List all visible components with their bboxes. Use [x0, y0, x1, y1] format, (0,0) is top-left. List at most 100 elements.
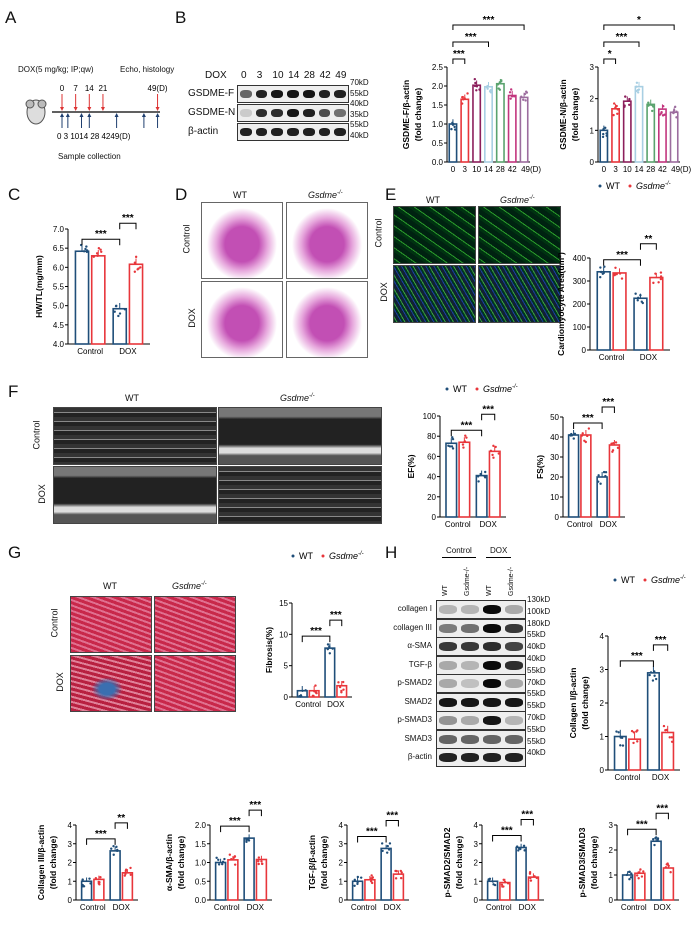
- blot-band: [439, 642, 457, 651]
- ef-y-tick-label: 80: [427, 432, 436, 441]
- cma-sig-label: ***: [616, 250, 628, 261]
- gsdmef-bar: [507, 94, 517, 163]
- gsdmef-data-point: [475, 89, 478, 92]
- psmad3-data-point: [669, 871, 672, 874]
- hwtl-y-tick-label: 4.5: [53, 321, 65, 330]
- col-label-ko: Gsdme-/-: [280, 393, 315, 403]
- asma-y-tick-label: 1.5: [195, 840, 207, 849]
- blot-band: [255, 90, 268, 98]
- col1-data-point: [636, 740, 639, 743]
- blot-b-lane-label: 49: [335, 70, 347, 81]
- gsdmen-bar: [657, 108, 667, 163]
- gsdmen-sig-bracket: [603, 41, 640, 47]
- tgfb-data-point: [385, 851, 389, 854]
- blot-band: [439, 716, 457, 725]
- col1-data-point: [620, 736, 624, 740]
- tgfb-data-point: [388, 842, 392, 845]
- gsdmef-bar: [484, 85, 493, 163]
- gsdmen-data-point: [614, 106, 617, 109]
- dose-day-label: 7: [73, 84, 78, 93]
- psmad2-sig-bracket: [520, 819, 534, 826]
- ef-data-point: [494, 445, 497, 449]
- psmad3-data-point: [653, 843, 656, 847]
- cma-data-point: [657, 281, 660, 284]
- gsdmen-x-tick-label: 0: [602, 165, 607, 174]
- blot-b-row: [237, 85, 349, 103]
- col3-data-point: [99, 876, 102, 879]
- psmad3-sig-label: ***: [636, 819, 648, 830]
- legend-e-ko-label: Gsdme-/-: [636, 181, 671, 191]
- legend-g-wt-label: WT: [299, 551, 313, 561]
- gsdmef-data-point: [510, 94, 514, 98]
- gsdmen-x-tick-label: 42: [658, 165, 667, 174]
- gsdmen-data-point: [661, 114, 665, 117]
- tgfb-data-point: [356, 875, 360, 879]
- asma-data-point: [261, 862, 264, 866]
- ef-data-point: [484, 470, 487, 474]
- blot-b-marker: 55kD: [350, 120, 369, 129]
- gsdmef-data-point: [500, 80, 503, 83]
- dose-arrowhead: [155, 107, 160, 111]
- psmad2-y-label: p-SMAD2/SMAD2: [442, 827, 452, 897]
- fib-data-point: [340, 691, 343, 694]
- cma-data-point: [659, 277, 663, 281]
- blot-b-marker: 55kD: [350, 88, 369, 98]
- asma-bar: [243, 837, 255, 901]
- col3-bar: [121, 872, 134, 901]
- blot-h-row-label: α-SMA: [407, 641, 432, 650]
- col1-y-tick-label: 1: [600, 733, 605, 742]
- gsdmef-y-tick-label: 1.0: [432, 120, 444, 129]
- asma-data-point: [223, 857, 226, 861]
- fs-data-point: [586, 434, 589, 438]
- gsdmen-data-point: [613, 102, 616, 105]
- gsdmef-data-point: [508, 91, 512, 94]
- fs-bar: [596, 476, 608, 518]
- psmad3-data-point: [627, 870, 631, 874]
- dose-arrowhead: [60, 107, 64, 111]
- psmad3-bar: [662, 867, 675, 901]
- hwtl-data-point: [137, 267, 140, 270]
- fib-data-point: [337, 681, 340, 684]
- blot-band: [287, 90, 299, 98]
- blot-band: [271, 90, 284, 98]
- cma-data-point: [602, 271, 605, 275]
- dose-day-label: 49(D): [148, 84, 168, 93]
- blot-h-row: [436, 748, 526, 767]
- gsdmef-data-point: [496, 83, 500, 86]
- sample-arrowhead: [155, 113, 160, 117]
- ef-sig-label: ***: [482, 404, 494, 415]
- blot-band: [302, 109, 315, 117]
- mouse-ear-icon: [25, 99, 35, 109]
- asma-sig-bracket: [220, 825, 250, 833]
- tgfb-y-tick-label: 4: [339, 821, 344, 830]
- blot-band: [287, 128, 299, 136]
- panel-label-e: E: [385, 185, 397, 204]
- gsdmen-y-label: GSDME-N/β-actin: [558, 79, 568, 149]
- col1-data-point: [665, 728, 668, 732]
- col3-data-point: [81, 878, 84, 881]
- psmad3-data-point: [664, 866, 668, 869]
- fib-x-tick-label: Control: [295, 700, 321, 709]
- asma-y-tick-label: 0.0: [195, 896, 207, 905]
- gsdmen-data-point: [675, 116, 678, 119]
- blot-h-marker: 180kD: [527, 618, 551, 628]
- ef-sig-label: ***: [461, 420, 473, 431]
- treatment-label: DOX(5 mg/kg; IP;qw): [18, 65, 94, 74]
- tgfb-sig-label: ***: [366, 826, 378, 837]
- hwtl-data-point: [100, 250, 103, 253]
- hwtl-data-point: [115, 304, 118, 308]
- fib-data-point: [331, 647, 334, 650]
- blot-h-row-label: SMAD3: [404, 733, 432, 743]
- col1-data-point: [632, 731, 635, 734]
- gsdmef-x-tick-label: 28: [496, 165, 505, 174]
- blot-band: [483, 716, 501, 725]
- psmad2-data-point: [506, 882, 510, 885]
- psmad2-data-point: [492, 883, 495, 886]
- gsdmef-data-point: [474, 81, 477, 85]
- masson-image-ko-dox: [154, 655, 236, 712]
- col3-data-point: [110, 847, 113, 850]
- blot-band: [302, 90, 315, 98]
- asma-bar: [227, 859, 239, 901]
- hwtl-data-point: [85, 245, 88, 248]
- col1-bar: [646, 672, 660, 771]
